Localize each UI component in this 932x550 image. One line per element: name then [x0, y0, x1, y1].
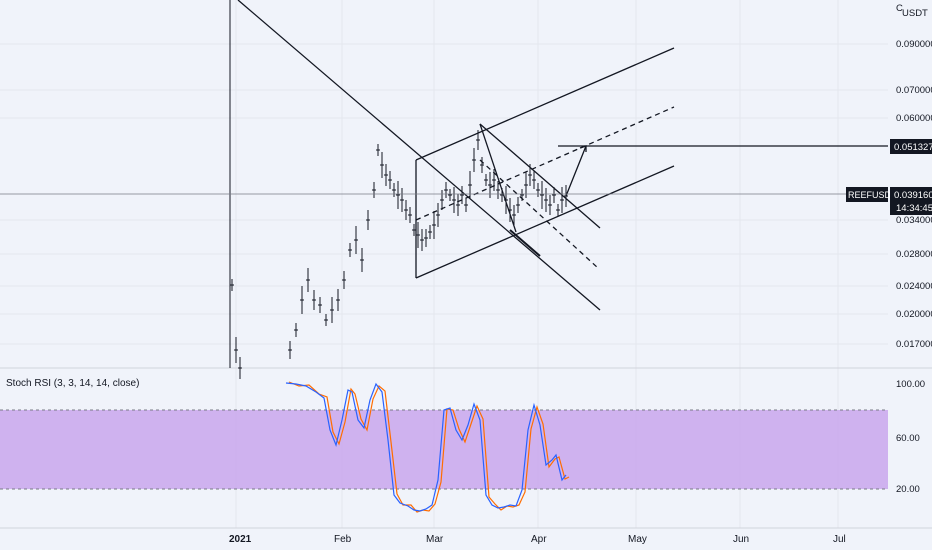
- indicator-title: Stoch RSI (3, 3, 14, 14, close): [6, 378, 139, 389]
- price-axis[interactable]: [888, 0, 932, 550]
- x-tick: Jun: [733, 534, 749, 545]
- y-tick: 0.020000: [896, 309, 932, 320]
- y-tick: 0.017000: [896, 339, 932, 350]
- y-tick: 0.034000: [896, 215, 932, 226]
- x-tick: May: [628, 534, 647, 545]
- x-tick: Feb: [334, 534, 352, 545]
- x-tick: 2021: [229, 534, 252, 545]
- stoch-y-tick: 60.00: [896, 433, 920, 444]
- y-tick: 0.024000: [896, 281, 932, 292]
- currency-label: USDT: [902, 8, 928, 19]
- stoch-y-tick: 100.00: [896, 379, 925, 390]
- y-tick: 0.060000: [896, 113, 932, 124]
- symbol-label: REEFUSDT: [848, 190, 897, 200]
- last-price: 0.039160: [894, 190, 932, 201]
- x-tick: Apr: [531, 534, 547, 545]
- stoch-y-tick: 20.00: [896, 484, 920, 495]
- y-tick: 0.028000: [896, 249, 932, 260]
- x-tick: Mar: [426, 534, 444, 545]
- x-tick: Jul: [833, 534, 846, 545]
- target-price: 0.051327: [894, 142, 932, 153]
- y-tick: 0.070000: [896, 85, 932, 96]
- y-tick: 0.090000: [896, 39, 932, 50]
- countdown: 14:34:45: [896, 203, 932, 214]
